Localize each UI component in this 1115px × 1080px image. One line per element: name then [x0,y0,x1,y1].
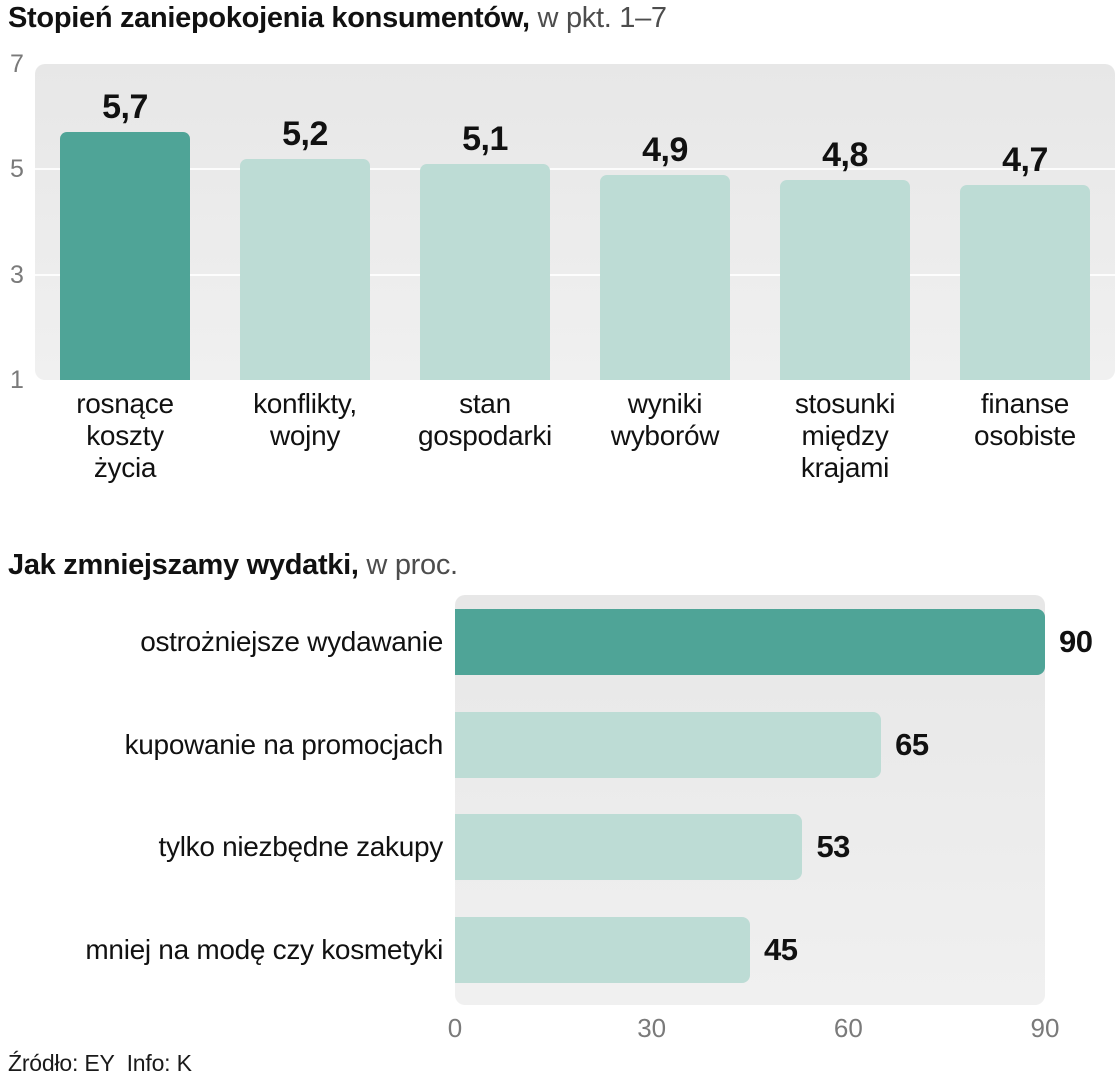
concern-category-label: konflikty, wojny [253,388,357,452]
y-axis-tick-label: 3 [10,260,24,289]
spending-value-label: 45 [764,931,798,967]
concern-value-label: 5,7 [102,88,148,127]
spending-value-label: 65 [895,726,929,762]
spending-bar [455,814,803,880]
concern-chart-title: Stopień zaniepokojenia konsumentów, w pk… [8,2,667,35]
spending-category-label: ostrożniejsze wydawanie [140,626,443,657]
concern-value-label: 4,9 [642,130,688,169]
x-axis-tick-label: 90 [1030,1013,1060,1043]
concern-category-label: wyniki wyborów [610,388,720,452]
concern-bar [420,164,550,380]
spending-category-label: kupowanie na promocjach [124,728,444,760]
concern-chart-title-unit: w pkt. 1–7 [529,2,668,34]
gridline [35,168,1115,171]
y-axis-tick-label: 5 [10,155,24,184]
spending-bar [455,609,1045,675]
concern-category-label: stan gospodarki [418,388,552,452]
concern-category-label: finanse osobiste [974,388,1076,452]
concern-bar [600,174,730,380]
concern-bar [960,185,1090,380]
concern-value-label: 4,8 [822,135,868,174]
concern-value-label: 4,7 [1002,141,1048,180]
spending-value-label: 53 [816,829,850,864]
concern-bar [780,179,910,380]
x-axis-tick-label: 0 [447,1013,463,1043]
y-axis-tick-label: 7 [10,50,24,78]
spending-value-label: 90 [1059,624,1093,659]
spending-chart-title: Jak zmniejszamy wydatki, w proc. [8,549,458,582]
concern-chart-plot-area [35,64,1115,380]
concern-chart-title-bold: Stopień zaniepokojenia konsumentów, [8,2,530,34]
concern-value-label: 5,1 [462,120,508,159]
spending-category-label: tylko niezbędne zakupy [158,831,444,862]
concern-category-label: rosnące koszty życia [76,388,174,484]
concern-bar [240,158,370,380]
y-axis-tick-label: 1 [10,366,24,394]
spending-bar [455,916,750,983]
concern-category-label: stosunki między krajami [794,388,896,484]
gridline [35,273,1115,276]
concern-bar [60,132,190,380]
spending-chart-title-unit: w proc. [358,549,458,581]
spending-bar [455,711,882,778]
source-credit: Źródło: EY Info: K [8,1050,192,1076]
spending-chart-title-bold: Jak zmniejszamy wydatki, [8,549,359,581]
concern-value-label: 5,2 [282,114,328,153]
x-axis-tick-label: 60 [833,1013,863,1043]
spending-category-label: mniej na modę czy kosmetyki [85,933,443,965]
x-axis-tick-label: 30 [637,1013,667,1043]
